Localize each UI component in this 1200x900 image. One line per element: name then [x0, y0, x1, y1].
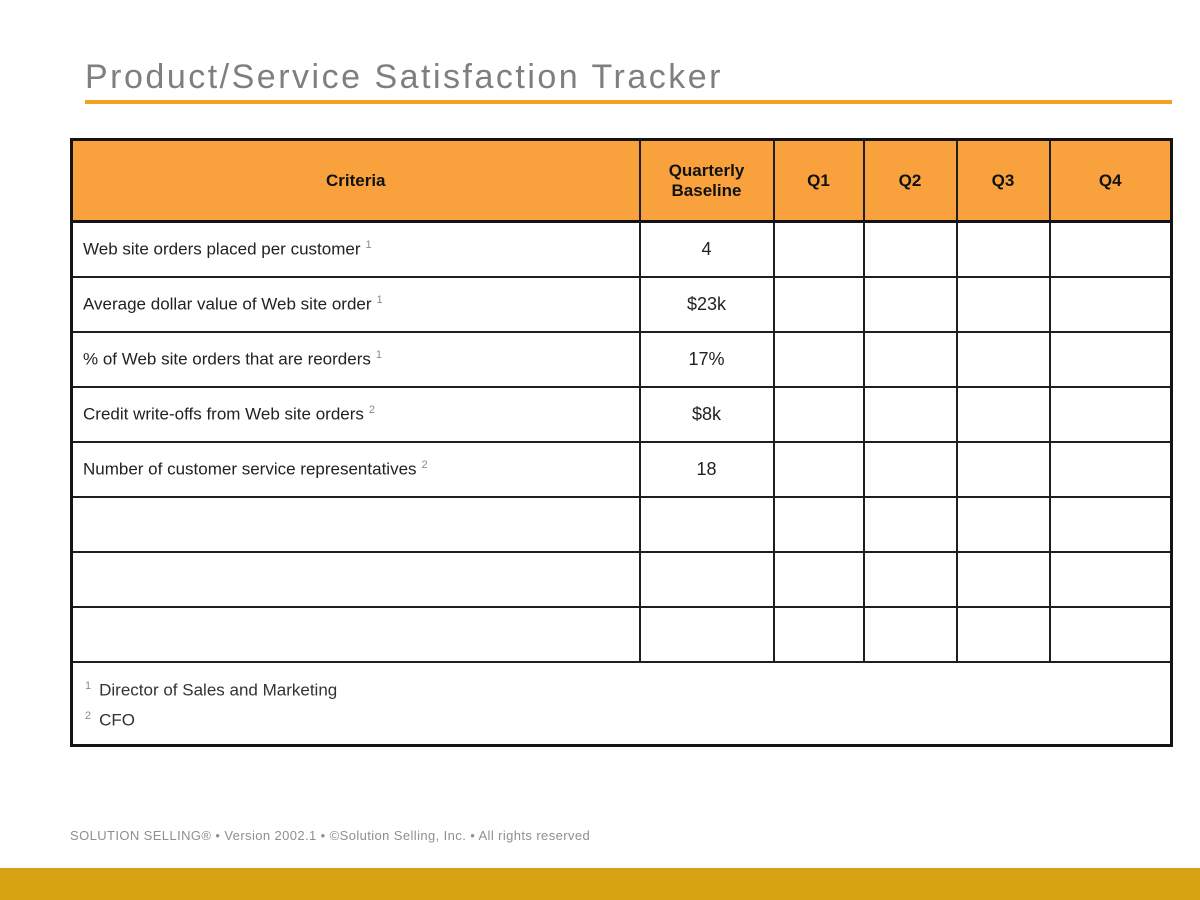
footnote-text: Director of Sales and Marketing — [99, 680, 338, 700]
baseline-cell: 17% — [638, 330, 775, 388]
q4-cell — [1048, 550, 1173, 608]
criteria-cell: Average dollar value of Web site order 1 — [70, 275, 641, 333]
baseline-cell — [638, 605, 775, 663]
q1-cell — [772, 550, 865, 608]
criteria-text: Number of customer service representativ… — [83, 459, 417, 479]
bottom-gold-bar — [0, 868, 1200, 900]
q4-cell — [1048, 440, 1173, 498]
baseline-cell: $8k — [638, 385, 775, 443]
q2-cell — [862, 220, 958, 278]
baseline-cell — [638, 550, 775, 608]
q1-cell — [772, 330, 865, 388]
criteria-cell: Number of customer service representativ… — [70, 440, 641, 498]
baseline-cell: 4 — [638, 220, 775, 278]
baseline-cell — [638, 495, 775, 553]
criteria-cell — [70, 495, 641, 553]
header-criteria: Criteria — [70, 138, 641, 223]
q2-cell — [862, 275, 958, 333]
q2-cell — [862, 495, 958, 553]
q1-cell — [772, 440, 865, 498]
q1-cell — [772, 385, 865, 443]
baseline-cell: $23k — [638, 275, 775, 333]
q3-cell — [955, 440, 1051, 498]
q3-cell — [955, 275, 1051, 333]
title-underline — [85, 100, 1172, 104]
footnote-ref: 2 — [421, 458, 428, 471]
q3-cell — [955, 220, 1051, 278]
criteria-cell: Web site orders placed per customer 1 — [70, 220, 641, 278]
q2-cell — [862, 550, 958, 608]
header-q1: Q1 — [772, 138, 865, 223]
copyright-footer: SOLUTION SELLING® • Version 2002.1 • ©So… — [70, 828, 591, 843]
q4-cell — [1048, 385, 1173, 443]
q1-cell — [772, 220, 865, 278]
q2-cell — [862, 385, 958, 443]
q4-cell — [1048, 605, 1173, 663]
footnote-ref: 1 — [375, 348, 382, 361]
empty-table-row — [70, 495, 1173, 553]
footnote-row: 1 Director of Sales and Marketing 2 CFO — [70, 660, 1173, 747]
q4-cell — [1048, 495, 1173, 553]
footnote-marker: 2 — [85, 710, 92, 723]
q3-cell — [955, 330, 1051, 388]
footnote-ref: 1 — [365, 238, 372, 251]
table-row: Average dollar value of Web site order 1 … — [70, 275, 1173, 333]
header-quarterly-baseline: Quarterly Baseline — [638, 138, 775, 223]
q4-cell — [1048, 275, 1173, 333]
satisfaction-tracker-table: Criteria Quarterly Baseline Q1 Q2 Q3 Q4 … — [70, 138, 1173, 747]
q4-cell — [1048, 220, 1173, 278]
header-q4: Q4 — [1048, 138, 1173, 223]
q2-cell — [862, 330, 958, 388]
table-header-row: Criteria Quarterly Baseline Q1 Q2 Q3 Q4 — [70, 138, 1173, 223]
page-title: Product/Service Satisfaction Tracker — [85, 58, 724, 96]
header-q3: Q3 — [955, 138, 1051, 223]
footnotes-cell: 1 Director of Sales and Marketing 2 CFO — [70, 660, 1173, 747]
q4-cell — [1048, 330, 1173, 388]
criteria-text: Web site orders placed per customer — [83, 239, 361, 259]
criteria-cell: Credit write-offs from Web site orders 2 — [70, 385, 641, 443]
footnote-marker: 1 — [85, 679, 92, 692]
q3-cell — [955, 495, 1051, 553]
q3-cell — [955, 385, 1051, 443]
footnote-ref: 1 — [376, 293, 383, 306]
table-row: % of Web site orders that are reorders 1 … — [70, 330, 1173, 388]
q1-cell — [772, 605, 865, 663]
table-row: Web site orders placed per customer 1 4 — [70, 220, 1173, 278]
footnote-1: 1 Director of Sales and Marketing — [85, 673, 1170, 704]
q2-cell — [862, 605, 958, 663]
q1-cell — [772, 495, 865, 553]
empty-table-row — [70, 550, 1173, 608]
criteria-text: Credit write-offs from Web site orders — [83, 404, 364, 424]
criteria-text: Average dollar value of Web site order — [83, 294, 372, 314]
q1-cell — [772, 275, 865, 333]
q3-cell — [955, 605, 1051, 663]
footnote-text: CFO — [99, 710, 136, 730]
criteria-text: % of Web site orders that are reorders — [83, 349, 371, 369]
table-row: Credit write-offs from Web site orders 2 … — [70, 385, 1173, 443]
baseline-cell: 18 — [638, 440, 775, 498]
empty-table-row — [70, 605, 1173, 663]
criteria-cell — [70, 605, 641, 663]
criteria-cell: % of Web site orders that are reorders 1 — [70, 330, 641, 388]
q3-cell — [955, 550, 1051, 608]
footnote-ref: 2 — [368, 403, 376, 416]
q2-cell — [862, 440, 958, 498]
footnote-2: 2 CFO — [85, 703, 1170, 734]
criteria-cell — [70, 550, 641, 608]
header-q2: Q2 — [862, 138, 958, 223]
table-row: Number of customer service representativ… — [70, 440, 1173, 498]
